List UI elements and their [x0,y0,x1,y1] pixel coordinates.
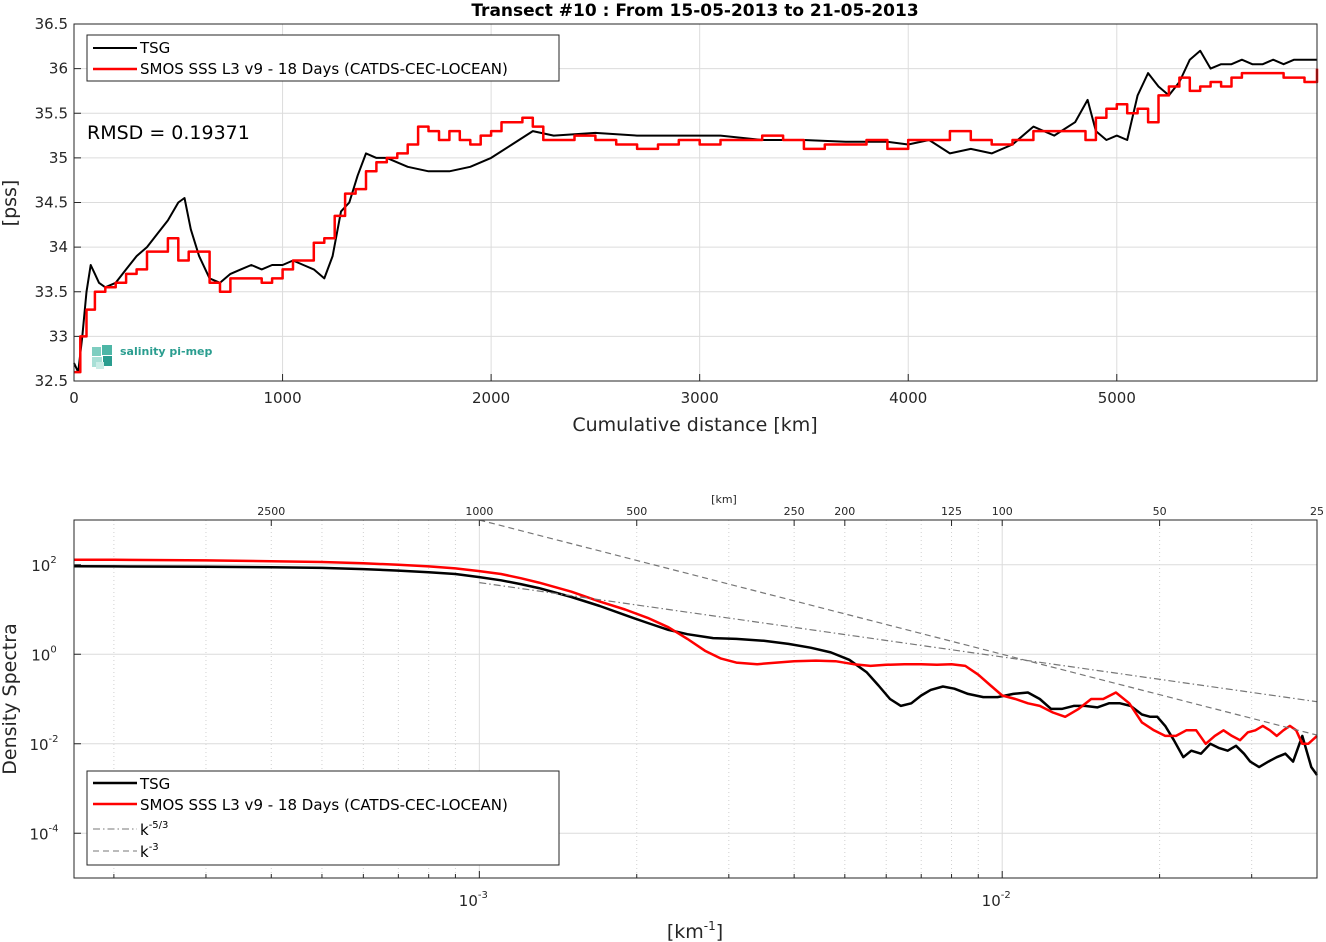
y-tick-label: 33.5 [35,283,68,301]
series-line-smos [74,68,1319,374]
chart-title: Transect #10 : From 15-05-2013 to 21-05-… [471,1,918,21]
y-tick-label: 35.5 [35,104,68,122]
series-line-smos [73,558,1318,746]
y-tick-label: 33 [49,327,68,345]
x-tick-label: 10-3 [459,890,488,910]
legend-label-k53: k-5/3 [140,820,168,839]
top-tick-label: 500 [626,505,647,518]
legend-label-k53-base: k [140,821,149,839]
top-axis-tick-labels: 2500 1000 500 250 200 125 100 50 25 [257,505,1324,518]
y-axis-label: [pss] [0,180,21,227]
x-tick-label: 1000 [263,389,301,407]
x-tick-label: 2000 [472,389,510,407]
legend-label-k3-base: k [140,843,149,861]
x-tick-labels: 10-3 10-2 [459,890,1011,910]
top-tick-label: 25 [1310,505,1324,518]
logo-text: salinity pi-mep [120,345,213,358]
legend: TSG SMOS SSS L3 v9 - 18 Days (CATDS-CEC-… [86,770,560,866]
y-tick-label: 10-4 [29,823,58,843]
y-tick-label: 10-2 [29,734,58,754]
y-tick-label: 36 [49,60,68,78]
data-lines [73,519,1319,776]
y-tick-labels: 32.5 33 33.5 34 34.5 35 35.5 36 36.5 [35,15,68,390]
legend-label-tsg: TSG [139,39,170,57]
legend-box [86,34,560,82]
x-axis-label: [km-1] [667,919,723,942]
density-spectra-chart: 10-3 10-2 10-4 10-2 100 102 2500 1000 500 250 20… [0,493,1324,942]
rmsd-annotation: RMSD = 0.19371 [87,122,250,144]
x-tick-label: 3000 [681,389,719,407]
legend-label-k53-sup: -5/3 [149,820,169,831]
y-tick-labels: 10-4 10-2 100 102 [29,555,58,844]
y-tick-label: 32.5 [35,372,68,390]
top-tick-label: 250 [784,505,805,518]
plot-frame [73,519,1318,879]
logo: salinity pi-mep [92,345,213,369]
top-tick-label: 2500 [257,505,285,518]
y-tick-label: 34 [49,238,68,256]
plot-frame [73,23,1318,382]
legend-label-tsg: TSG [139,775,170,793]
x-axis-label: Cumulative distance [km] [572,414,817,436]
top-tick-label: 200 [834,505,855,518]
legend-label-smos: SMOS SSS L3 v9 - 18 Days (CATDS-CEC-LOCE… [140,60,508,78]
data-lines [73,49,1319,374]
top-tick-label: 125 [941,505,962,518]
y-tick-label: 100 [31,644,56,664]
top-axis-label: [km] [711,493,737,506]
reference-line-k3 [479,519,1318,736]
legend: TSG SMOS SSS L3 v9 - 18 Days (CATDS-CEC-… [86,34,560,82]
reference-line-k53 [479,582,1318,703]
x-axis-label-base: [km [667,921,704,942]
y-axis-label: Density Spectra [0,623,21,774]
series-line-tsg [73,49,1317,374]
legend-label-k3: k-3 [140,842,159,861]
top-tick-label: 100 [992,505,1013,518]
legend-box [86,770,560,866]
logo-mark-icon [92,345,112,369]
x-tick-label: 5000 [1098,389,1136,407]
legend-label-smos: SMOS SSS L3 v9 - 18 Days (CATDS-CEC-LOCE… [140,796,508,814]
x-tick-label: 0 [69,389,79,407]
x-tick-label: 10-2 [982,890,1011,910]
x-tick-label: 4000 [889,389,927,407]
legend-label-k3-sup: -3 [149,842,159,853]
x-axis-label-tail: ] [716,921,723,942]
y-tick-label: 102 [31,555,56,575]
salinity-transect-chart: Transect #10 : From 15-05-2013 to 21-05-… [0,1,1319,436]
series-line-tsg [73,564,1319,776]
y-tick-label: 36.5 [35,15,68,33]
y-tick-label: 34.5 [35,194,68,212]
top-tick-label: 50 [1153,505,1167,518]
y-tick-label: 35 [49,149,68,167]
x-axis-label-sup: -1 [704,919,716,933]
top-tick-label: 1000 [465,505,493,518]
x-tick-labels: 0 1000 2000 3000 4000 5000 [69,389,1136,407]
